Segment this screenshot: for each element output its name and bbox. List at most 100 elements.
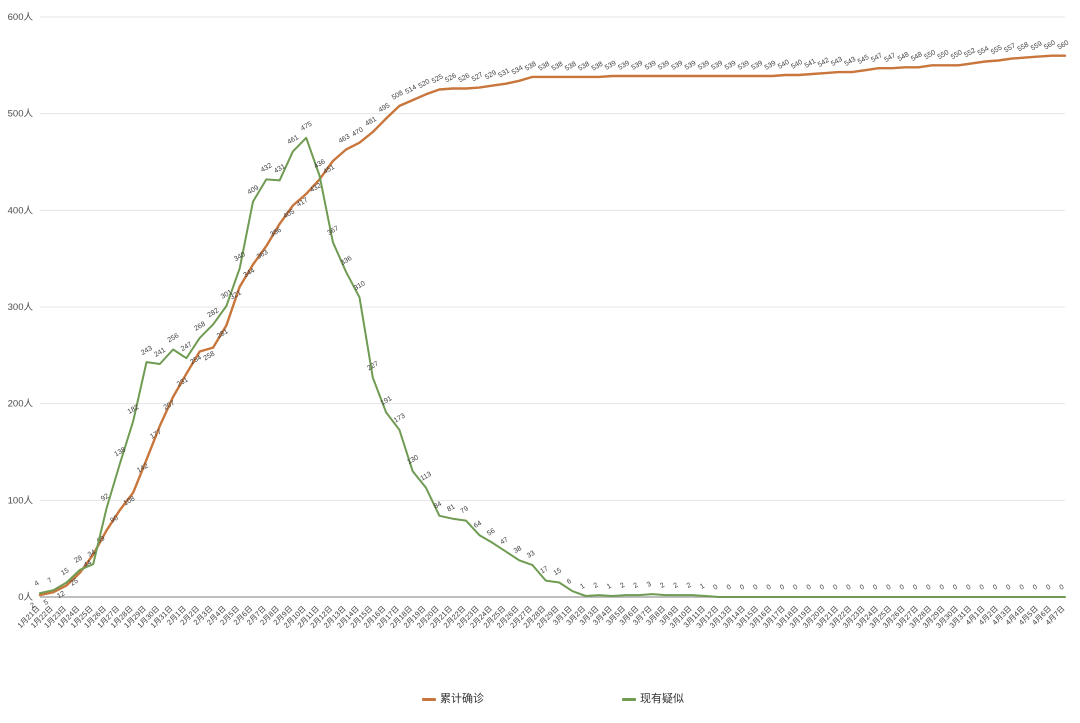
data-label: 84	[433, 501, 443, 511]
data-label: 550	[937, 49, 951, 61]
data-label: 64	[473, 520, 483, 530]
data-label: 28	[73, 555, 83, 565]
data-label: 514	[404, 84, 418, 96]
data-label: 243	[140, 345, 154, 357]
data-label: 539	[657, 60, 671, 72]
data-label: 2	[30, 602, 37, 610]
data-label: 431	[273, 163, 287, 175]
data-label: 0	[979, 584, 986, 592]
data-label: 108	[123, 495, 137, 507]
data-label: 526	[457, 72, 471, 84]
data-label: 207	[163, 400, 177, 412]
data-label: 451	[322, 164, 336, 176]
data-label: 367	[326, 225, 340, 237]
data-label: 0	[712, 584, 719, 592]
y-tick-label: 300人	[8, 302, 34, 313]
data-label: 173	[393, 413, 407, 425]
data-label: 6	[566, 578, 573, 586]
data-label: 79	[459, 505, 469, 515]
data-label: 461	[286, 134, 300, 146]
data-label: 0	[792, 584, 799, 592]
data-label: 177	[149, 429, 163, 441]
data-label: 0	[739, 584, 746, 592]
data-label: 508	[391, 90, 405, 102]
data-label: 3	[646, 581, 653, 589]
data-label: 550	[923, 49, 937, 61]
data-label: 545	[857, 54, 871, 66]
y-tick-label: 600人	[8, 12, 34, 23]
data-label: 231	[176, 376, 190, 388]
data-label: 534	[511, 65, 525, 77]
legend-item-current-suspected[interactable]: 现有疑似	[622, 692, 684, 706]
data-label: 432	[309, 182, 323, 194]
data-label: 526	[444, 72, 458, 84]
data-label: 539	[737, 60, 751, 72]
data-label: 142	[136, 463, 150, 475]
data-label: 38	[513, 545, 523, 555]
line-current-suspected	[39, 136, 1066, 598]
data-label: 5	[43, 599, 50, 607]
data-label: 17	[539, 565, 549, 575]
data-label: 1	[606, 583, 613, 591]
data-label: 1	[579, 583, 586, 591]
data-label: 34	[87, 549, 97, 559]
data-label: 81	[446, 503, 456, 513]
data-label: 90	[109, 515, 119, 525]
data-label: 310	[353, 280, 367, 292]
data-label: 538	[577, 61, 591, 73]
legend-label-current-suspected: 现有疑似	[640, 693, 684, 705]
data-label: 0	[872, 584, 879, 592]
data-label: 529	[484, 69, 498, 81]
data-label: 0	[1032, 584, 1039, 592]
data-label: 0	[925, 584, 932, 592]
data-label: 0	[885, 584, 892, 592]
data-label: 0	[952, 584, 959, 592]
data-label: 559	[1030, 40, 1044, 52]
data-label: 1	[699, 583, 706, 591]
data-label: 336	[340, 255, 354, 267]
data-label: 2	[659, 582, 666, 590]
data-label: 470	[351, 126, 365, 138]
data-label: 344	[242, 267, 256, 279]
legend-item-cumulative-confirmed[interactable]: 累计确诊	[422, 692, 484, 706]
data-label: 540	[777, 59, 791, 71]
data-label: 539	[764, 60, 778, 72]
data-label: 547	[870, 52, 884, 64]
data-label: 543	[830, 56, 844, 68]
data-label: 548	[897, 51, 911, 63]
legend-dash-icon	[622, 697, 636, 701]
data-label: 436	[313, 158, 327, 170]
data-label: 547	[883, 52, 897, 64]
data-label: 539	[604, 60, 618, 72]
data-label: 138	[113, 446, 127, 458]
data-label: 92	[100, 493, 110, 503]
data-label: 301	[220, 289, 234, 301]
data-label: 363	[256, 249, 270, 261]
data-label: 560	[1043, 39, 1057, 51]
data-label: 560	[1057, 39, 1071, 51]
data-label: 0	[766, 584, 773, 592]
data-label: 0	[859, 584, 866, 592]
data-label: 0	[726, 584, 733, 592]
data-label: 555	[990, 44, 1004, 56]
data-label: 541	[804, 58, 818, 70]
data-label: 33	[526, 550, 536, 560]
data-label: 56	[486, 528, 496, 538]
data-label: 539	[750, 60, 764, 72]
data-label: 247	[180, 341, 194, 353]
data-label: 241	[153, 347, 167, 359]
data-label: 0	[752, 584, 759, 592]
data-label: 409	[246, 184, 260, 196]
data-label: 191	[380, 395, 394, 407]
data-label: 0	[1005, 584, 1012, 592]
data-label: 0	[939, 584, 946, 592]
data-label: 538	[537, 61, 551, 73]
data-label: 539	[617, 60, 631, 72]
data-label: 558	[1017, 41, 1031, 53]
data-label: 0	[899, 584, 906, 592]
data-label: 539	[724, 60, 738, 72]
data-label: 256	[167, 332, 181, 344]
data-label: 258	[203, 350, 217, 362]
data-label: 539	[644, 60, 658, 72]
